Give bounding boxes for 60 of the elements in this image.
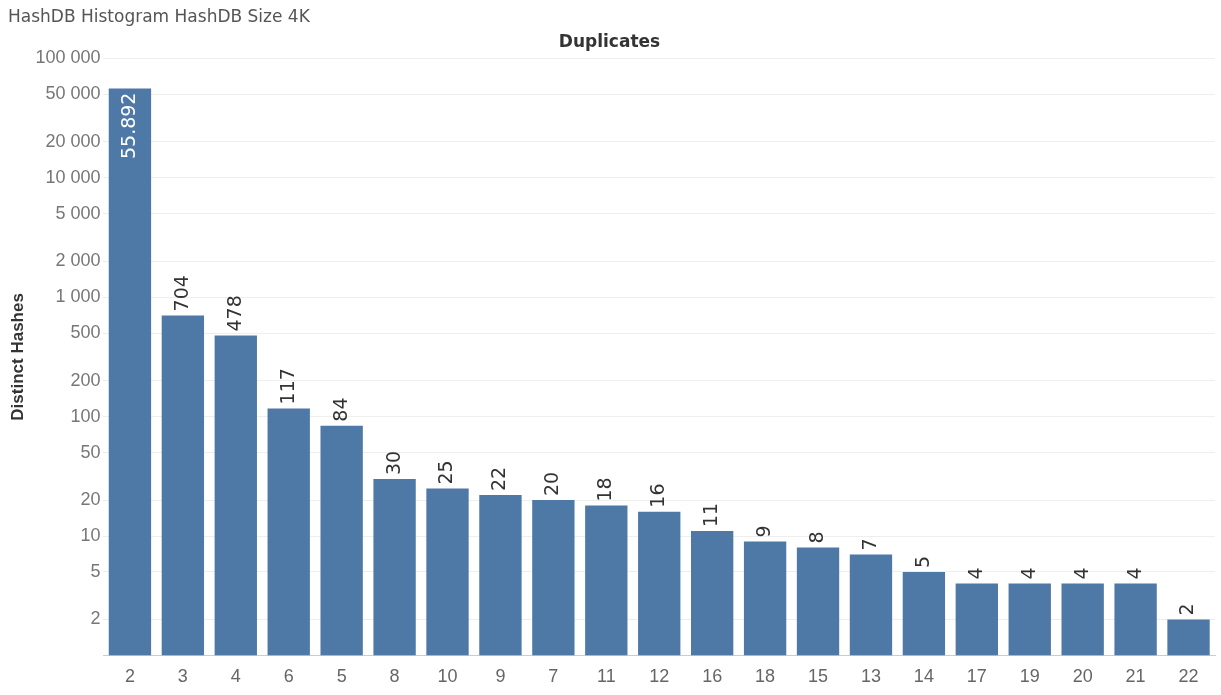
- x-tick-label: 3: [177, 666, 188, 687]
- y-tick-label: 5: [90, 560, 101, 581]
- data-label: 20: [540, 471, 563, 497]
- x-tick-label: 8: [389, 666, 400, 687]
- y-tick-label: 5 000: [55, 202, 101, 223]
- data-label: 4: [1016, 567, 1039, 580]
- y-tick-label: 20 000: [45, 130, 101, 151]
- data-label: 16: [646, 483, 669, 508]
- chart-title: HashDB Histogram HashDB Size 4K: [8, 6, 310, 26]
- x-tick-label: 6: [283, 666, 294, 687]
- data-label: 84: [328, 397, 351, 422]
- data-label: 5: [910, 555, 933, 568]
- y-tick-label: 10 000: [45, 166, 101, 187]
- x-tick-label: 18: [755, 666, 776, 687]
- x-tick-label: 20: [1072, 666, 1093, 687]
- data-label: 4: [963, 567, 986, 580]
- y-tick-label: 200: [70, 369, 101, 390]
- x-tick-label: 13: [860, 666, 881, 687]
- x-tick-label: 9: [495, 666, 506, 687]
- data-label: 4: [1069, 567, 1092, 580]
- y-tick-label: 2: [90, 608, 101, 629]
- x-tick-label: 14: [913, 666, 934, 687]
- x-tick-label: 2: [124, 666, 135, 687]
- data-label: 25: [434, 460, 457, 485]
- x-tick-label: 15: [808, 666, 829, 687]
- x-tick-label: 12: [649, 666, 670, 687]
- x-tick-label: 7: [548, 666, 559, 687]
- x-tick-label: 22: [1178, 666, 1199, 687]
- y-tick-label: 50: [80, 441, 101, 462]
- data-label: 55.892: [116, 92, 139, 160]
- x-tick-label: 17: [966, 666, 987, 687]
- data-label: 8: [804, 531, 827, 544]
- y-tick-label: 2 000: [55, 250, 101, 271]
- y-tick-label: 500: [70, 322, 101, 343]
- y-tick-label: 100 000: [35, 47, 101, 68]
- y-tick-label: 100: [70, 405, 101, 426]
- x-tick-label: 5: [336, 666, 347, 687]
- y-tick-label: 10: [80, 524, 101, 545]
- x-tick-label: 16: [702, 666, 723, 687]
- data-label: 30: [381, 450, 404, 476]
- x-tick-label: 10: [437, 666, 458, 687]
- x-tick-label: 19: [1019, 666, 1040, 687]
- data-label: 11: [699, 502, 722, 528]
- x-tick-label: 21: [1125, 666, 1146, 687]
- data-label: 18: [593, 477, 616, 502]
- y-tick-label: 20: [80, 489, 101, 510]
- x-axis-title: Duplicates: [558, 30, 661, 51]
- data-label: 478: [222, 295, 245, 332]
- data-label: 117: [275, 368, 298, 405]
- x-tick-label: 4: [230, 666, 241, 687]
- x-tick-label: 11: [596, 666, 616, 687]
- data-label: 2: [1175, 603, 1198, 616]
- y-tick-label: 50 000: [45, 83, 101, 104]
- y-tick-label: 1 000: [55, 286, 101, 307]
- y-axis-title: Distinct Hashes: [7, 293, 27, 421]
- data-label: 704: [169, 275, 192, 312]
- data-label: 9: [752, 525, 775, 538]
- data-label: 4: [1122, 567, 1145, 580]
- data-label: 7: [857, 538, 880, 551]
- data-label: 22: [487, 466, 510, 492]
